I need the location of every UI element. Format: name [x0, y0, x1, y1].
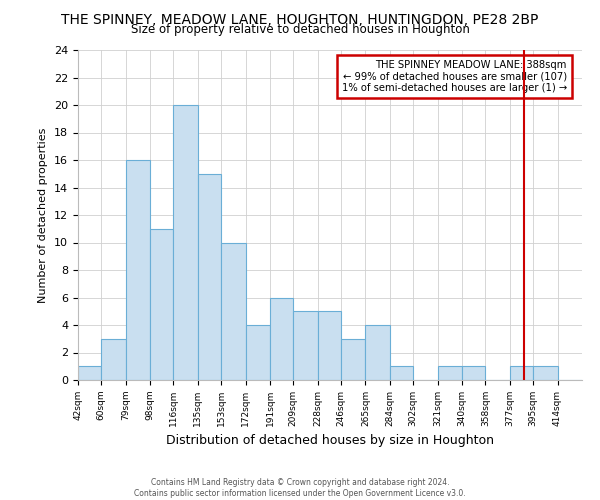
Bar: [318, 311, 341, 380]
Bar: [510, 366, 533, 380]
Bar: [341, 339, 365, 380]
Text: THE SPINNEY MEADOW LANE: 388sqm
← 99% of detached houses are smaller (107)
1% of: THE SPINNEY MEADOW LANE: 388sqm ← 99% of…: [341, 60, 567, 93]
Bar: [533, 366, 557, 380]
Bar: [125, 160, 150, 380]
Text: Size of property relative to detached houses in Houghton: Size of property relative to detached ho…: [131, 22, 469, 36]
Bar: [101, 339, 125, 380]
Bar: [221, 242, 245, 380]
Bar: [462, 366, 485, 380]
Y-axis label: Number of detached properties: Number of detached properties: [38, 128, 49, 302]
X-axis label: Distribution of detached houses by size in Houghton: Distribution of detached houses by size …: [166, 434, 494, 448]
Bar: [198, 174, 221, 380]
Bar: [365, 325, 390, 380]
Bar: [245, 325, 270, 380]
Bar: [390, 366, 413, 380]
Bar: [173, 105, 198, 380]
Bar: [150, 229, 173, 380]
Text: Contains HM Land Registry data © Crown copyright and database right 2024.
Contai: Contains HM Land Registry data © Crown c…: [134, 478, 466, 498]
Text: THE SPINNEY, MEADOW LANE, HOUGHTON, HUNTINGDON, PE28 2BP: THE SPINNEY, MEADOW LANE, HOUGHTON, HUNT…: [61, 12, 539, 26]
Bar: [78, 366, 101, 380]
Bar: [437, 366, 462, 380]
Bar: [270, 298, 293, 380]
Bar: [293, 311, 318, 380]
